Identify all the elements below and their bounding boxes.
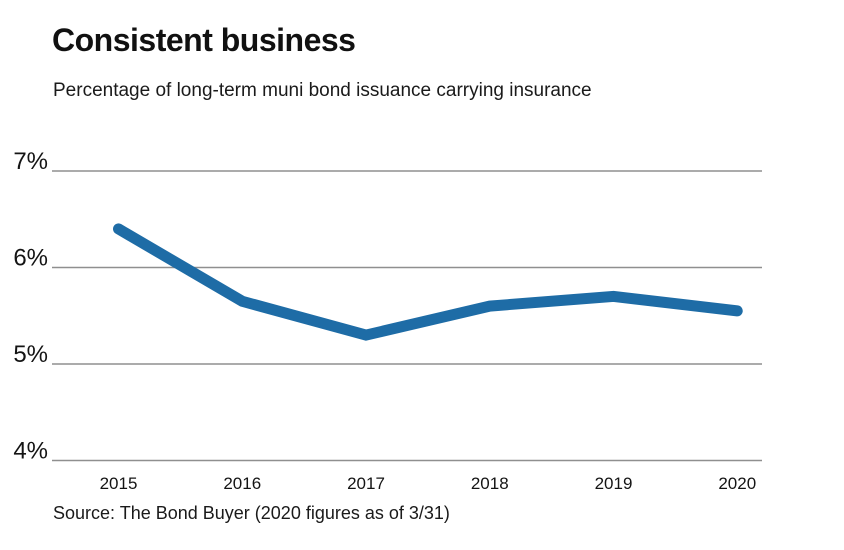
x-axis-tick-label: 2020	[718, 474, 756, 493]
source-note: Source: The Bond Buyer (2020 figures as …	[53, 503, 450, 523]
y-axis-tick-label: 5%	[13, 341, 48, 368]
chart-subtitle: Percentage of long-term muni bond issuan…	[53, 80, 592, 101]
x-axis-tick-label: 2016	[223, 474, 261, 493]
x-axis-tick-label: 2017	[347, 474, 385, 493]
chart-title: Consistent business	[52, 22, 356, 58]
data-line-series	[113, 223, 743, 341]
y-axis-tick-label: 7%	[13, 148, 48, 175]
x-axis-tick-label: 2015	[100, 474, 138, 493]
x-axis-tick-label: 2018	[471, 474, 509, 493]
x-axis-tick-label: 2019	[595, 474, 633, 493]
y-axis-tick-label: 4%	[13, 438, 48, 465]
y-axis-tick-label: 6%	[13, 245, 48, 272]
